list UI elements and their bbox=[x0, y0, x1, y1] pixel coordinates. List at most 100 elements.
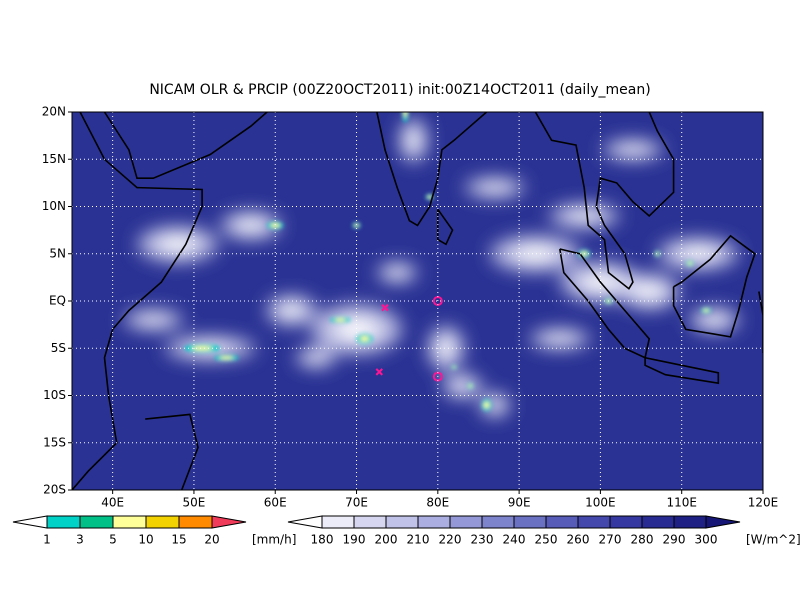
coastline bbox=[437, 208, 454, 246]
cloud-core bbox=[436, 337, 455, 360]
lat-tick-label: 5S bbox=[51, 341, 66, 355]
colorbar-box bbox=[145, 515, 180, 529]
colorbar-label: 1 bbox=[43, 533, 51, 547]
rain-core bbox=[219, 356, 234, 360]
coastline bbox=[672, 234, 756, 338]
rain-core bbox=[655, 252, 659, 256]
lat-tick-label: EQ bbox=[49, 294, 66, 308]
lon-tick-label: 80E bbox=[426, 496, 449, 510]
colorbar-label: 290 bbox=[663, 533, 686, 547]
rain-core bbox=[403, 112, 407, 117]
lat-tick-label: 20S bbox=[43, 483, 66, 497]
colorbar-box bbox=[353, 515, 387, 529]
cloud-core bbox=[566, 209, 602, 222]
colorbar-over bbox=[705, 515, 741, 529]
cloud-core bbox=[479, 182, 510, 193]
cloud-core bbox=[235, 218, 266, 233]
colorbar-unit: [mm/h] bbox=[252, 533, 296, 547]
colorbar-label: 3 bbox=[76, 533, 84, 547]
lat-tick-label: 20N bbox=[42, 105, 66, 119]
cloud-core bbox=[452, 380, 473, 393]
rain-core bbox=[687, 261, 693, 265]
coastline bbox=[758, 291, 763, 353]
colorbar-box bbox=[417, 515, 451, 529]
lon-tick-label: 40E bbox=[101, 496, 124, 510]
cloud-core bbox=[512, 244, 558, 263]
rain-core bbox=[468, 384, 472, 388]
colorbar-box bbox=[641, 515, 675, 529]
lon-tick-label: 70E bbox=[345, 496, 368, 510]
colorbar-under bbox=[12, 515, 48, 529]
lon-tick-label: 50E bbox=[183, 496, 206, 510]
colorbar-box bbox=[321, 515, 355, 529]
colorbar-unit: [W/m^2] bbox=[746, 533, 800, 547]
map-field bbox=[72, 112, 763, 490]
rain-core bbox=[192, 346, 212, 351]
colorbar-label: 260 bbox=[567, 533, 590, 547]
cloud-core bbox=[387, 267, 408, 278]
colorbar-under bbox=[287, 515, 323, 529]
lat-tick-label: 10S bbox=[43, 388, 66, 402]
lon-tick-label: 60E bbox=[264, 496, 287, 510]
colorbar-label: 230 bbox=[471, 533, 494, 547]
colorbar-box bbox=[178, 515, 213, 529]
colorbar-box bbox=[385, 515, 419, 529]
olr-scale-colorbar: 180 190 200 210 220 230 240 250 260 270 280 290 300 [… bbox=[287, 515, 800, 547]
lat-tick-label: 15S bbox=[43, 435, 66, 449]
cloud-core bbox=[138, 314, 169, 325]
rain-core bbox=[270, 223, 280, 228]
colorbar-over bbox=[211, 515, 247, 529]
colorbar-box bbox=[481, 515, 515, 529]
cloud-core bbox=[677, 245, 718, 262]
colorbar-label: 220 bbox=[439, 533, 462, 547]
colorbar-label: 200 bbox=[375, 533, 398, 547]
coastline bbox=[644, 356, 720, 385]
colorbar-label: 15 bbox=[171, 533, 186, 547]
coastline bbox=[103, 112, 268, 179]
colorbar-label: 210 bbox=[407, 533, 430, 547]
lon-tick-label: 110E bbox=[666, 496, 697, 510]
colorbar-box bbox=[46, 515, 81, 529]
storm-cross bbox=[381, 303, 389, 312]
cloud-core bbox=[406, 129, 421, 152]
colorbar-label: 20 bbox=[204, 533, 219, 547]
rain-core bbox=[427, 195, 432, 199]
lat-tick-label: 5N bbox=[49, 246, 66, 260]
cloud-core bbox=[157, 235, 198, 254]
colorbar-label: 300 bbox=[695, 533, 718, 547]
cloud-core bbox=[634, 282, 665, 301]
lon-tick-label: 120E bbox=[748, 496, 779, 510]
cloud-core bbox=[487, 398, 503, 411]
colorbar-label: 10 bbox=[138, 533, 153, 547]
colorbar-box bbox=[79, 515, 114, 529]
cloud-core bbox=[278, 302, 304, 318]
map-title: NICAM OLR & PRCIP (00Z20OCT2011) init:00… bbox=[149, 82, 650, 98]
colorbar-box bbox=[577, 515, 611, 529]
rain-core bbox=[703, 308, 709, 312]
colorbar-label: 180 bbox=[311, 533, 334, 547]
coastline bbox=[72, 112, 203, 490]
rain-core bbox=[354, 223, 359, 227]
lon-tick-label: 90E bbox=[508, 496, 531, 510]
cloud-core bbox=[305, 352, 326, 363]
colorbar-box bbox=[112, 515, 147, 529]
colorbar-label: 240 bbox=[503, 533, 526, 547]
lat-tick-label: 15N bbox=[42, 152, 66, 166]
rain-core bbox=[452, 366, 456, 369]
cloud-core bbox=[544, 333, 575, 344]
storm-cross bbox=[375, 368, 383, 376]
coastline bbox=[145, 413, 199, 490]
colorbar-box bbox=[513, 515, 547, 529]
colorbar-label: 270 bbox=[599, 533, 622, 547]
cloud-core bbox=[617, 144, 648, 155]
colorbar-box bbox=[545, 515, 579, 529]
lon-tick-label: 100E bbox=[585, 496, 616, 510]
colorbar-label: 250 bbox=[535, 533, 558, 547]
colorbar-box bbox=[449, 515, 483, 529]
cloud-core bbox=[701, 313, 727, 326]
rain-core bbox=[360, 336, 370, 342]
lat-tick-label: 10N bbox=[42, 199, 66, 213]
colorbar-box bbox=[609, 515, 643, 529]
precip-scale-colorbar: 1 3 5 10 15 20 [mm/h] bbox=[12, 515, 296, 547]
